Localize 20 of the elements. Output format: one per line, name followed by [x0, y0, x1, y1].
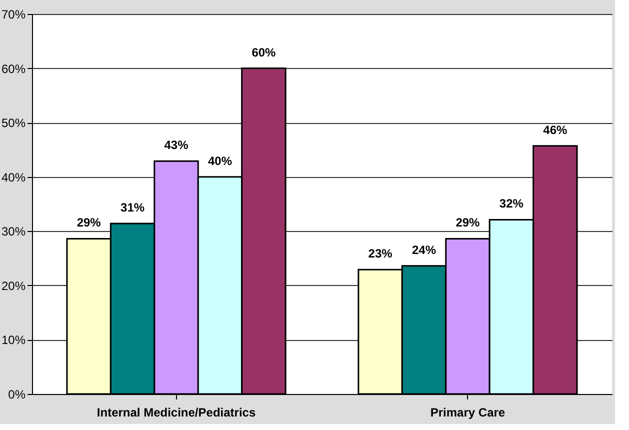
x-tick-label: Internal Medicine/Pediatrics	[96, 406, 256, 420]
y-tick-label: 70%	[1, 8, 26, 22]
y-tick-label: 30%	[1, 224, 26, 239]
y-tick-label: 20%	[1, 278, 26, 293]
data-label: 29%	[76, 216, 102, 230]
y-tick-label: 10%	[1, 333, 26, 348]
data-label: 43%	[164, 138, 189, 152]
y-tick-label: 40%	[1, 170, 26, 184]
data-label: 60%	[252, 45, 276, 60]
data-label: 24%	[412, 242, 436, 257]
y-tick-label: 50%	[1, 116, 26, 130]
y-tick-label: 0%	[8, 388, 26, 402]
data-label: 32%	[499, 196, 524, 211]
data-label: 29%	[456, 216, 480, 230]
x-tick-label: Primary Care	[430, 406, 506, 420]
data-label: 23%	[368, 246, 393, 261]
data-label: 46%	[543, 122, 568, 137]
y-tick-label: 60%	[1, 62, 26, 76]
data-label: 40%	[208, 154, 232, 168]
data-label: 31%	[120, 200, 145, 215]
